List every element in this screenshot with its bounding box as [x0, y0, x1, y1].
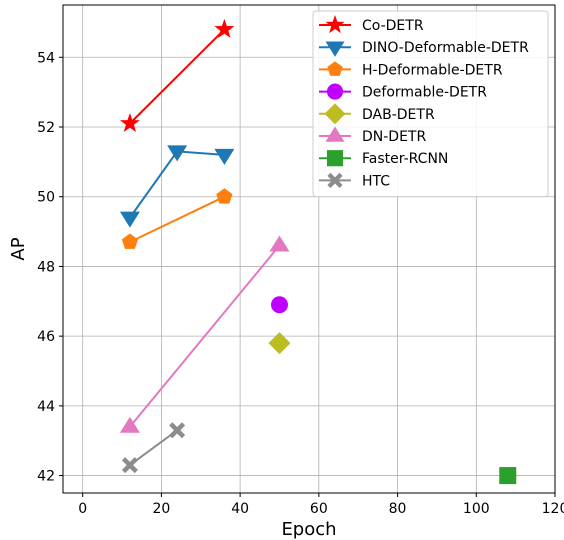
y-tick-label: 52 [37, 120, 55, 136]
legend-label: DINO-Deformable-DETR [362, 40, 529, 56]
x-tick-label: 60 [310, 501, 328, 517]
y-axis-label: AP [8, 237, 29, 260]
legend-marker [327, 61, 343, 76]
y-tick-label: 42 [37, 469, 55, 485]
data-point-marker [119, 113, 140, 133]
x-tick-label: 120 [542, 501, 564, 517]
series-co-detr [119, 18, 235, 133]
x-tick-label: 20 [152, 501, 170, 517]
data-point-marker [121, 233, 138, 249]
data-point-marker [169, 422, 186, 439]
legend-entry: DAB-DETR [319, 103, 435, 125]
legend-marker [326, 83, 344, 100]
legend-entry: HTC [319, 172, 390, 189]
axis-ticks: 0 20 40 60 80 100 120 42 44 46 48 50 52 54 [37, 50, 564, 517]
legend-marker [326, 150, 344, 167]
data-point-marker [119, 211, 140, 228]
y-tick-label: 50 [37, 190, 55, 206]
legend-entry: Co-DETR [319, 15, 424, 34]
legend-marker [325, 41, 345, 57]
data-point-marker [214, 148, 235, 165]
legend-entry: H-Deformable-DETR [319, 61, 503, 78]
legend-box [312, 10, 549, 198]
series-h-deformable-detr [121, 188, 233, 249]
y-tick-label: 54 [37, 50, 55, 66]
legend-entry: Deformable-DETR [319, 83, 487, 101]
series-line [129, 429, 178, 466]
y-tick-label: 44 [37, 399, 55, 415]
plot-frame [62, 4, 556, 494]
legend-entry: DINO-Deformable-DETR [319, 40, 529, 57]
data-point-marker [270, 296, 288, 314]
series-line [129, 244, 281, 428]
x-tick-label: 40 [231, 501, 249, 517]
legend: Co-DETR DINO-Deformable-DETR H-Deformable-… [312, 10, 549, 198]
y-tick-label: 46 [37, 329, 55, 345]
series-line [129, 195, 225, 243]
series-dn-detr [119, 235, 290, 433]
legend-label: DAB-DETR [362, 107, 435, 123]
data-point-marker [216, 188, 233, 204]
series-layer [119, 18, 517, 485]
legend-marker [327, 172, 343, 188]
x-tick-label: 0 [78, 501, 87, 517]
data-point-marker [499, 467, 517, 485]
legend-entry: Faster-RCNN [319, 150, 448, 167]
series-faster-rcnn [499, 467, 517, 485]
legend-marker [325, 15, 345, 34]
series-deformable-detr [270, 296, 288, 314]
series-line [129, 28, 226, 125]
legend-label: Deformable-DETR [362, 85, 487, 101]
legend-marker [325, 126, 345, 142]
legend-label: H-Deformable-DETR [362, 62, 503, 78]
legend-label: Co-DETR [362, 18, 424, 34]
legend-label: DN-DETR [362, 129, 426, 145]
x-axis-label: Epoch [281, 519, 336, 540]
x-tick-label: 80 [389, 501, 407, 517]
data-point-marker [214, 18, 235, 38]
legend-entry: DN-DETR [319, 126, 426, 145]
y-tick-label: 48 [37, 259, 55, 275]
x-tick-label: 100 [463, 501, 490, 517]
data-point-marker [167, 145, 188, 162]
legend-label: HTC [362, 173, 390, 189]
data-point-marker [269, 235, 290, 252]
legend-marker [324, 103, 346, 125]
data-point-marker [268, 332, 291, 355]
data-point-marker [119, 416, 140, 433]
series-htc [121, 422, 186, 474]
series-dab-detr [268, 332, 291, 355]
series-dino-deformable-detr [119, 145, 235, 228]
legend-label: Faster-RCNN [362, 151, 448, 167]
data-point-marker [121, 457, 138, 474]
